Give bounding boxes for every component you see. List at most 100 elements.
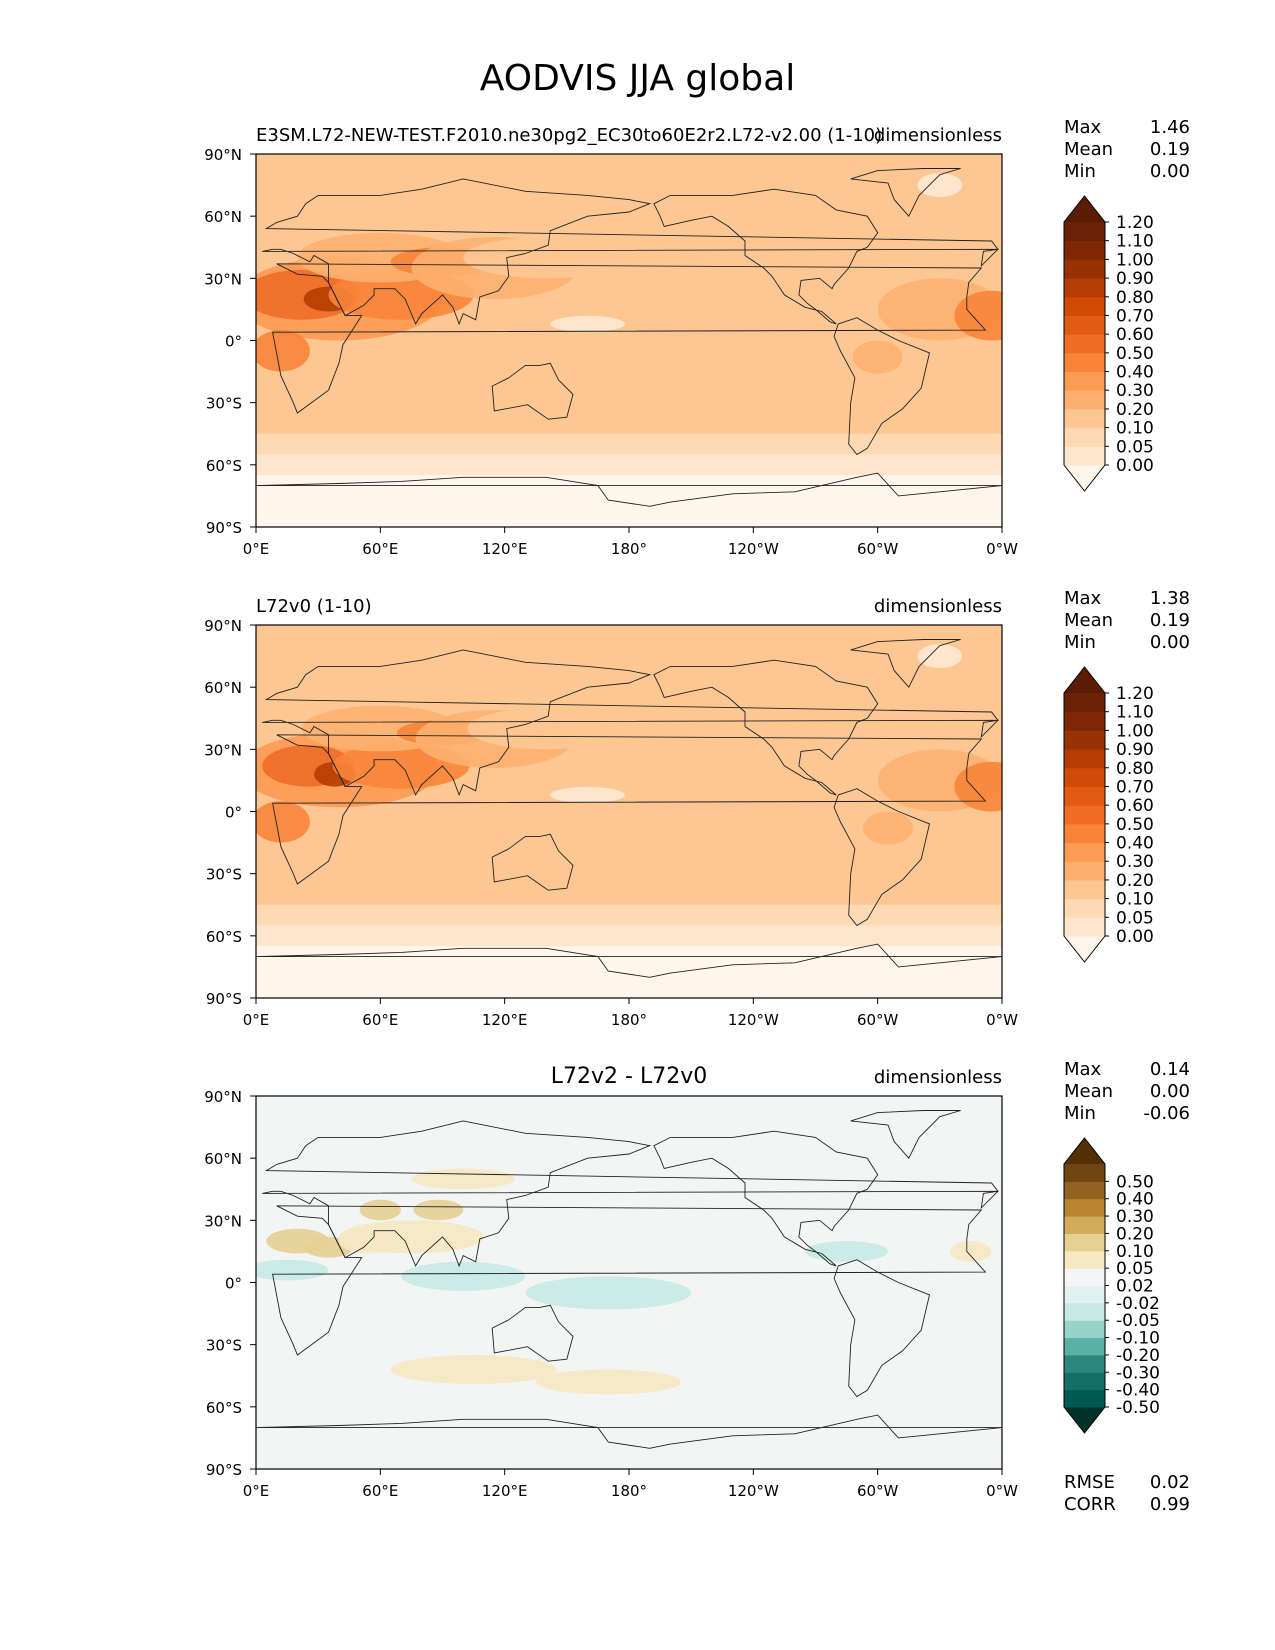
colorbar-label: 1.10 bbox=[1116, 703, 1154, 723]
colorbar-segment bbox=[1064, 805, 1105, 825]
coastline bbox=[88, 789, 183, 926]
field-blob bbox=[852, 340, 903, 374]
colorbar-segment bbox=[1064, 767, 1105, 787]
coastline bbox=[833, 317, 931, 456]
y-tick-label: 90°N bbox=[204, 146, 242, 164]
x-tick-label: 60°E bbox=[362, 540, 398, 558]
colorbar-segment bbox=[1064, 917, 1105, 937]
colorbar-extend-low bbox=[1064, 936, 1105, 962]
colorbar-label: 0.90 bbox=[1116, 740, 1154, 760]
colorbar-label: 0.60 bbox=[1116, 796, 1154, 816]
field-blob bbox=[256, 1259, 329, 1281]
coastline bbox=[1238, 1305, 1275, 1361]
coastline bbox=[262, 1120, 999, 1268]
colorbar-segment bbox=[1064, 861, 1105, 881]
coastline bbox=[272, 734, 987, 885]
colorbar-segment bbox=[1064, 1302, 1105, 1321]
stat-value: 0.99 bbox=[1150, 1494, 1190, 1515]
x-tick-label: 60°E bbox=[362, 1011, 398, 1029]
coastline bbox=[0, 1131, 132, 1266]
coastline bbox=[105, 169, 215, 217]
colorbar-label: 0.60 bbox=[1116, 325, 1154, 345]
colorbar-segment bbox=[1064, 1216, 1105, 1234]
colorbar-label: 1.10 bbox=[1116, 232, 1154, 252]
colorbar-segment bbox=[1064, 1320, 1105, 1339]
coastline bbox=[850, 1110, 961, 1160]
colorbar-label: 1.00 bbox=[1116, 250, 1154, 270]
colorbar-segment bbox=[1064, 1268, 1105, 1286]
coastline bbox=[0, 189, 132, 324]
colorbar-label: 0.20 bbox=[1116, 1224, 1154, 1244]
coastline bbox=[256, 943, 1002, 978]
stat-label: Min bbox=[1064, 632, 1096, 653]
coastline bbox=[0, 660, 132, 795]
panel-title-center: L72v2 - L72v0 bbox=[551, 1064, 707, 1089]
figure-title: AODVIS JJA global bbox=[479, 58, 796, 99]
coastline bbox=[256, 472, 1002, 507]
stat-value: -0.06 bbox=[1143, 1103, 1190, 1124]
colorbar-label: 0.50 bbox=[1116, 344, 1154, 364]
colorbar-segment bbox=[1064, 446, 1105, 466]
y-tick-label: 60°N bbox=[204, 1150, 242, 1168]
colorbar-label: -0.50 bbox=[1116, 1398, 1160, 1418]
colorbar-label: 0.10 bbox=[1116, 1242, 1154, 1262]
colorbar-label: 0.50 bbox=[1116, 1172, 1154, 1192]
x-tick-label: 60°W bbox=[857, 1482, 899, 1500]
panel-title-right: dimensionless bbox=[874, 125, 1002, 146]
stat-value: 1.46 bbox=[1150, 117, 1190, 138]
coastline bbox=[256, 1427, 257, 1429]
y-tick-label: 0° bbox=[225, 1275, 242, 1293]
stat-label: Max bbox=[1064, 1059, 1102, 1080]
colorbar-test: 0.000.050.100.200.300.400.500.600.700.80… bbox=[1063, 195, 1154, 492]
colorbar-label: -0.05 bbox=[1116, 1311, 1160, 1331]
colorbar-label: 1.20 bbox=[1116, 684, 1154, 704]
stat-label: Mean bbox=[1064, 610, 1113, 631]
colorbar-extend-high bbox=[1064, 1138, 1105, 1164]
colorbar-segment bbox=[1064, 749, 1105, 769]
stat-label: Max bbox=[1064, 588, 1102, 609]
stat-value: 1.38 bbox=[1150, 588, 1190, 609]
colorbar-extend-high bbox=[1064, 196, 1105, 222]
colorbar-segment bbox=[1064, 786, 1105, 806]
colorbar-segment bbox=[1064, 1233, 1105, 1252]
x-tick-label: 0°E bbox=[243, 1011, 270, 1029]
colorbar-label: 0.00 bbox=[1116, 456, 1154, 476]
y-tick-label: 90°S bbox=[206, 519, 242, 537]
field-blob bbox=[380, 801, 505, 835]
stats-difference: Max 0.14 Mean 0.00 Min -0.06 RMSE 0.02 CORR 0.99 bbox=[1064, 1059, 1190, 1515]
x-tick-label: 180° bbox=[611, 1011, 647, 1029]
coastline bbox=[653, 1130, 879, 1267]
y-tick-label: 60°N bbox=[204, 208, 242, 226]
colorbar-segment bbox=[1064, 390, 1105, 410]
colorbar-label: 0.30 bbox=[1116, 1207, 1154, 1227]
colorbar-segment bbox=[1064, 1181, 1105, 1200]
stats-reference: Max 1.38 Mean 0.19 Min 0.00 bbox=[1064, 588, 1190, 653]
coastline bbox=[491, 362, 574, 420]
field-band bbox=[256, 946, 1002, 998]
colorbar-segment bbox=[1064, 334, 1105, 354]
field-blob bbox=[413, 1199, 464, 1221]
colorbar-segment bbox=[1064, 1372, 1105, 1391]
coastline bbox=[0, 179, 252, 324]
y-tick-label: 0° bbox=[225, 804, 242, 822]
y-tick-label: 30°S bbox=[206, 1337, 242, 1355]
colorbar-label: 0.80 bbox=[1116, 759, 1154, 779]
x-tick-label: 120°E bbox=[482, 1482, 528, 1500]
colorbar-segment bbox=[1064, 222, 1105, 242]
x-tick-label: 120°E bbox=[482, 1011, 528, 1029]
contour-field bbox=[0, 1096, 1275, 1469]
colorbar-segment bbox=[1064, 711, 1105, 731]
colorbar-label: 0.50 bbox=[1116, 815, 1154, 835]
colorbar-segment bbox=[1064, 296, 1105, 316]
coastline bbox=[1238, 363, 1275, 419]
x-tick-label: 180° bbox=[611, 1482, 647, 1500]
field-blob bbox=[550, 315, 625, 332]
y-tick-label: 30°S bbox=[206, 866, 242, 884]
stat-label: Min bbox=[1064, 161, 1096, 182]
stat-value: 0.02 bbox=[1150, 1472, 1190, 1493]
colorbar-label: 0.20 bbox=[1116, 871, 1154, 891]
coastline bbox=[491, 1304, 574, 1362]
coastline bbox=[653, 188, 879, 325]
colorbar-extend-low bbox=[1064, 465, 1105, 491]
